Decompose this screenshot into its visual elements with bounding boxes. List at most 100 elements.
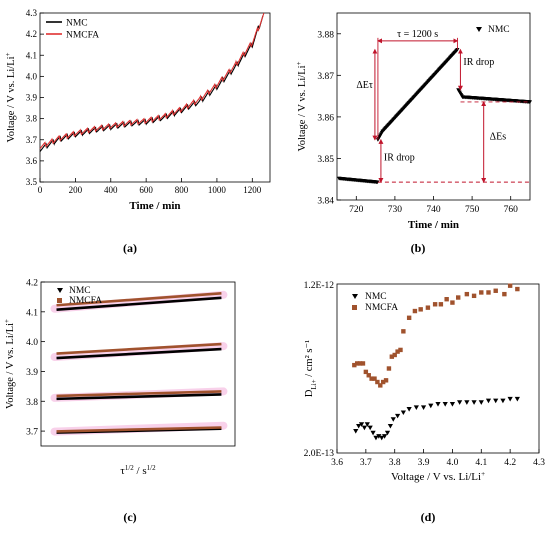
annotation-tau: τ = 1200 s — [397, 29, 438, 40]
series-line-nmcfa — [56, 390, 222, 398]
legend-label-nmc: NMC — [66, 19, 88, 29]
annotation-ir-drop-bottom: IR drop — [384, 153, 415, 164]
data-point-nmc — [442, 401, 448, 407]
legend-label-nmc: NMC — [488, 25, 510, 35]
data-point-nmcfa — [366, 373, 371, 378]
x-tick-label: 760 — [504, 205, 519, 215]
data-point-nmc — [390, 417, 396, 422]
y-tick-label: 3.5 — [26, 177, 38, 187]
data-point-nmcfa — [363, 369, 369, 375]
y-tick-label: 3.84 — [317, 197, 334, 207]
y-axis-label: Voltage / V vs. Li/Li+ — [3, 319, 16, 409]
data-point-nmc — [356, 423, 362, 429]
data-point-nmcfa — [425, 305, 431, 310]
panel-b: 720 730 740 750 760 3.84 3.85 3.86 3.87 3.88 Time … — [295, 12, 532, 231]
data-point-nmc — [500, 398, 506, 404]
data-point-nmc — [400, 410, 406, 416]
data-point-nmc — [514, 396, 520, 402]
data-point-nmcfa — [450, 300, 455, 305]
x-tick-label: 800 — [175, 185, 189, 195]
x-tick-label: 1000 — [208, 185, 227, 195]
x-tick-label: 200 — [69, 185, 83, 195]
data-point-nmcfa — [389, 354, 395, 359]
plot-frame — [336, 283, 540, 454]
x-tick-label: 750 — [465, 205, 480, 215]
data-point-nmc — [364, 422, 370, 427]
legend-marker-nmc — [352, 294, 358, 299]
data-point-nmcfa — [502, 291, 507, 297]
data-point-nmc — [384, 430, 391, 436]
y-axis-label: DLi+ / cm² s⁻¹ — [304, 340, 318, 397]
y-tick-label: 3.7 — [26, 428, 38, 438]
y-tick-label: 4.3 — [26, 8, 38, 18]
data-point-nmcfa — [352, 362, 357, 368]
data-point-nmc — [435, 401, 441, 407]
data-point-nmcfa — [432, 302, 438, 307]
data-point-nmc — [387, 423, 393, 429]
data-point-nmcfa — [355, 361, 360, 366]
data-point-nmc — [382, 434, 388, 439]
data-point-nmcfa — [444, 297, 449, 302]
data-point-nmc — [406, 407, 412, 412]
x-tick-label: 4.0 — [446, 458, 458, 468]
data-point-nmcfa — [392, 352, 397, 358]
y-tick-label: 3.9 — [26, 93, 38, 103]
y-tick-label: 1.2E-12 — [304, 281, 335, 291]
data-point-nmcfa — [479, 290, 484, 295]
data-point-nmcfa — [493, 288, 498, 293]
data-point-nmc — [478, 400, 484, 405]
x-tick-label: 3.8 — [389, 458, 401, 468]
data-point-nmc — [367, 425, 373, 431]
data-point-nmc — [464, 400, 470, 405]
data-point-nmc — [395, 413, 401, 419]
y-tick-label: 3.87 — [317, 72, 334, 82]
y-tick-label: 4.1 — [26, 308, 38, 318]
data-point-nmc — [449, 401, 456, 407]
data-point-nmcfa — [375, 379, 380, 385]
x-tick-label: 3.6 — [331, 458, 343, 468]
panel-label-c: (c) — [123, 510, 136, 524]
x-axis-label: Time / min — [408, 219, 459, 231]
y-tick-label: 3.88 — [317, 30, 334, 40]
series-line-nmcfa — [39, 13, 265, 149]
data-point-nmcfa — [401, 329, 406, 334]
panel-label-b: (b) — [411, 241, 426, 255]
data-point-nmcfa — [438, 302, 444, 307]
y-tick-label: 4.0 — [26, 338, 38, 348]
series-line-nmcfa — [56, 342, 222, 355]
panel-a: 0 200 400 600 800 1000 1200 3.5 3.6 3.7 3.8 3.9 4.0 4… — [4, 8, 271, 212]
data-point-nmcfa — [398, 347, 403, 353]
y-tick-label: 4.1 — [26, 50, 37, 60]
x-tick-label: 3.9 — [418, 458, 430, 468]
data-point-nmc — [379, 435, 385, 441]
y-tick-label: 4.2 — [26, 279, 38, 289]
annotation-ir-drop-top: IR drop — [463, 57, 494, 68]
data-point-nmcfa — [412, 308, 418, 314]
series-line-nmc — [56, 393, 222, 401]
legend-label-nmc: NMC — [365, 292, 387, 302]
data-point-nmcfa — [456, 295, 461, 300]
y-tick-label: 3.85 — [317, 155, 334, 165]
data-point-nmc — [370, 430, 376, 436]
x-tick-label: 1200 — [243, 185, 262, 195]
legend-label-nmcfa: NMCFA — [365, 303, 398, 313]
fit-halo — [50, 342, 228, 362]
data-point-nmc — [358, 422, 365, 427]
data-point-nmc — [420, 405, 427, 410]
x-axis-label: τ1/2 / s1/2 — [120, 464, 156, 477]
data-point-nmc — [485, 398, 492, 404]
data-point-nmcfa — [380, 379, 386, 385]
data-point-nmc — [376, 434, 382, 439]
data-point-nmcfa — [418, 307, 423, 312]
x-tick-label: 720 — [349, 205, 364, 215]
series-line-nmc — [56, 296, 222, 312]
x-tick-label: 4.2 — [504, 458, 516, 468]
panel-label-d: (d) — [421, 510, 436, 524]
legend-label-nmcfa: NMCFA — [66, 31, 99, 41]
panel-c: 3.7 3.8 3.9 4.0 4.1 4.2 τ1/2 / s1/2 Voltage / V… — [3, 279, 236, 477]
data-point-nmcfa — [486, 290, 491, 295]
data-point-nmcfa — [378, 383, 383, 388]
data-point-nmc — [373, 435, 379, 441]
y-tick-label: 2.0E-13 — [304, 449, 335, 459]
